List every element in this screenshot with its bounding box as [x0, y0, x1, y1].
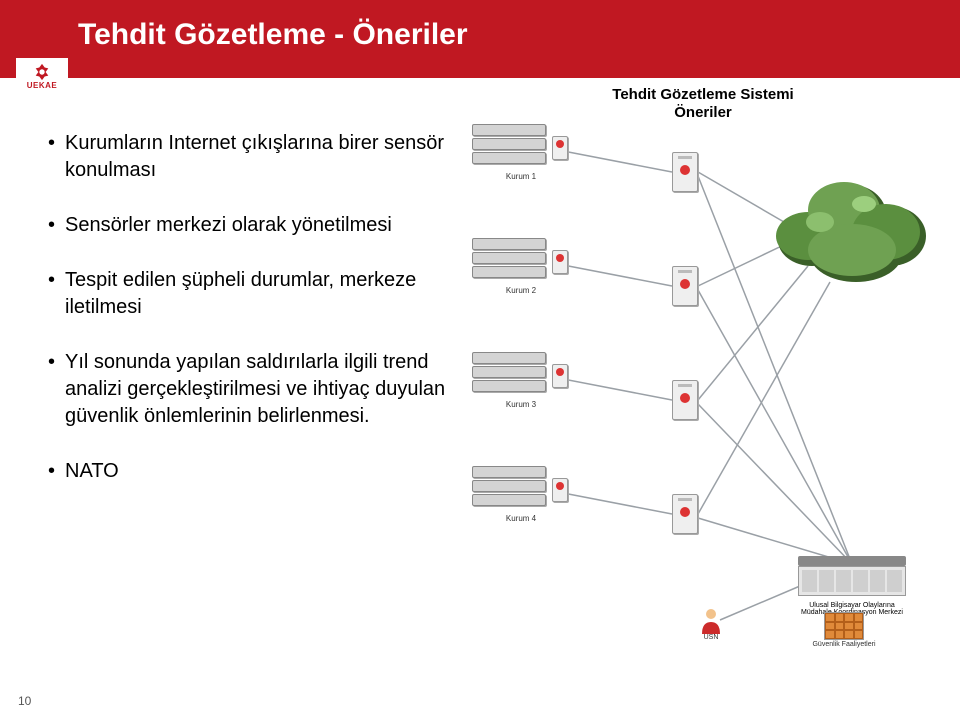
logo-text: UEKAE: [27, 81, 58, 90]
presentation-slide: Tehdit Gözetleme - Öneriler UEKAE •Kurum…: [0, 0, 960, 718]
org-block: Kurum 1: [472, 122, 570, 181]
bullet-item: •Kurumların Internet çıkışlarına birer s…: [48, 130, 448, 184]
network-diagram: Tehdit Gözetleme Sistemi Öneriler: [468, 86, 938, 646]
bullet-item: •Sensörler merkezi olarak yönetilmesi: [48, 212, 448, 239]
sensor-server-icon: [552, 478, 568, 502]
bullet-item: •NATO: [48, 458, 448, 485]
bullet-text: Tespit edilen şüpheli durumlar, merkeze …: [65, 267, 448, 321]
bullet-text: Kurumların Internet çıkışlarına birer se…: [65, 130, 448, 184]
sensor-server-icon: [552, 250, 568, 274]
gateway-server-icon: [672, 380, 698, 420]
internet-cloud-icon: [768, 170, 936, 286]
user-label: USN: [700, 634, 722, 641]
slide-title: Tehdit Gözetleme - Öneriler: [78, 18, 468, 52]
coord-center-icon: [798, 556, 906, 600]
org-label: Kurum 1: [472, 172, 570, 181]
org-label: Kurum 3: [472, 400, 570, 409]
sensor-server-icon: [552, 136, 568, 160]
firewall-icon: [824, 612, 864, 640]
bullet-item: •Tespit edilen şüpheli durumlar, merkeze…: [48, 267, 448, 321]
firewall-label: Güvenlik Faaliyetleri: [804, 641, 884, 648]
bullet-item: •Yıl sonunda yapılan saldırılarla ilgili…: [48, 349, 448, 430]
gateway-server-icon: [672, 152, 698, 192]
gateway-server-icon: [672, 266, 698, 306]
org-label: Kurum 4: [472, 514, 570, 523]
server-rack-icon: [472, 466, 546, 512]
org-label: Kurum 2: [472, 286, 570, 295]
sensor-server-icon: [552, 364, 568, 388]
bullet-list: •Kurumların Internet çıkışlarına birer s…: [48, 130, 448, 513]
bullet-text: Yıl sonunda yapılan saldırılarla ilgili …: [65, 349, 448, 430]
bullet-text: Sensörler merkezi olarak yönetilmesi: [65, 212, 392, 239]
server-rack-icon: [472, 124, 546, 170]
org-block: Kurum 2: [472, 236, 570, 295]
logo: UEKAE: [16, 58, 68, 94]
logo-emblem-icon: [33, 63, 51, 81]
diagram-title: Tehdit Gözetleme Sistemi Öneriler: [468, 86, 938, 122]
user-icon: USN: [700, 608, 722, 641]
page-number: 10: [18, 694, 31, 708]
bullet-text: NATO: [65, 458, 119, 485]
gateway-server-icon: [672, 494, 698, 534]
org-block: Kurum 3: [472, 350, 570, 409]
server-rack-icon: [472, 352, 546, 398]
org-block: Kurum 4: [472, 464, 570, 523]
server-rack-icon: [472, 238, 546, 284]
